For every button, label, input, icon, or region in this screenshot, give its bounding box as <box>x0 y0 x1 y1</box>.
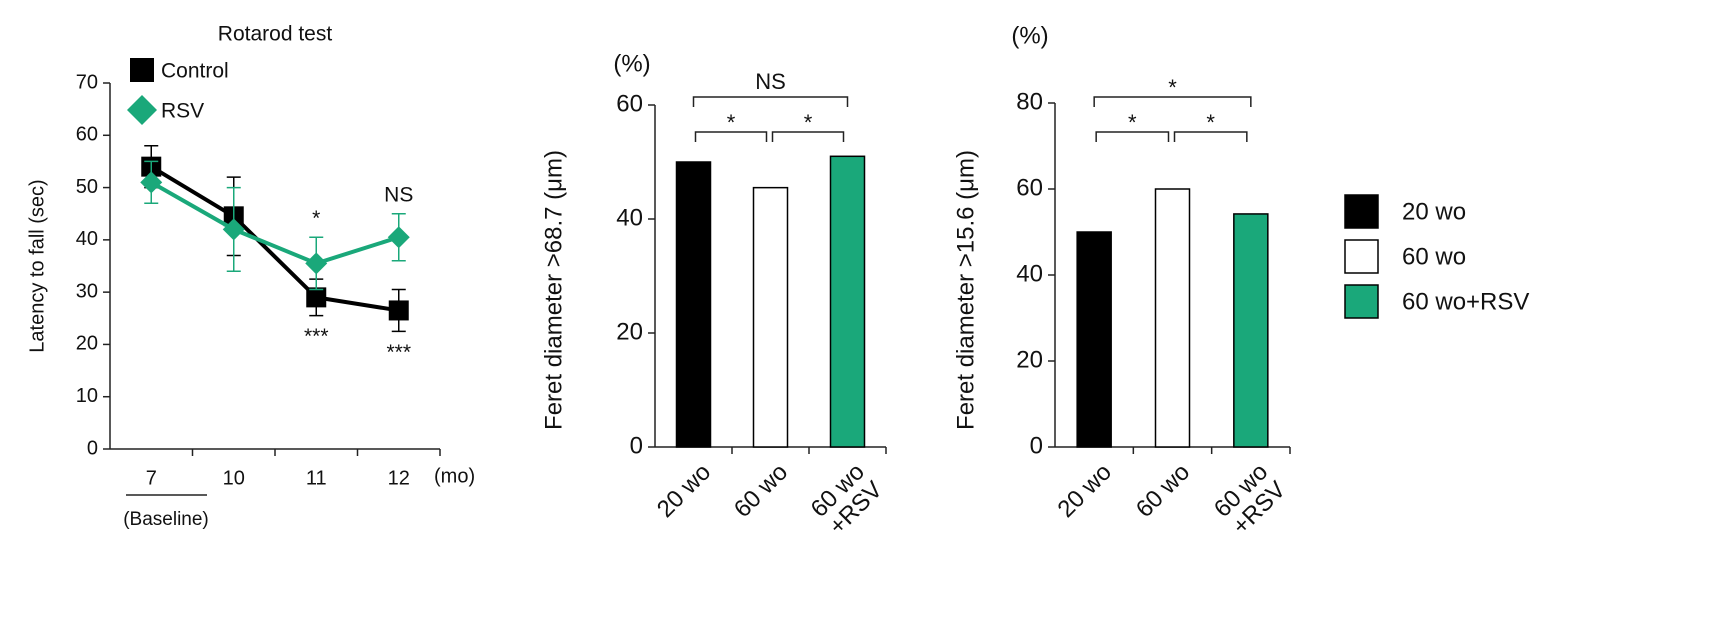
significance-label: * <box>727 110 736 135</box>
legend-swatch <box>1344 284 1379 319</box>
x-tick-label: 7 <box>146 467 157 489</box>
marker <box>387 226 410 249</box>
x-tick-label: 60 wo+RSV <box>806 459 888 541</box>
significance-bracket <box>692 96 849 107</box>
significance-label: NS <box>755 69 786 94</box>
legend-label: 60 wo <box>1402 243 1466 270</box>
significance-bracket <box>1093 96 1252 107</box>
legend-label: 60 wo+RSV <box>1402 288 1529 315</box>
x-tick-label: 12 <box>388 467 410 489</box>
marker <box>305 252 328 275</box>
series-line <box>150 180 400 266</box>
y-tick-label: 80 <box>1016 88 1043 115</box>
y-tick-label: 40 <box>616 204 643 231</box>
y-tick-label: 0 <box>87 437 98 459</box>
legend-marker <box>127 95 157 125</box>
significance-bracket <box>771 131 845 142</box>
significance-label: * <box>1206 110 1215 135</box>
y-tick-label: 10 <box>76 385 98 407</box>
bar <box>1233 213 1269 448</box>
x-note: (Baseline) <box>123 509 209 530</box>
y-axis-label: Feret diameter >68.7 (μm) <box>540 150 567 430</box>
x-tick-label: 60 wo <box>1131 459 1195 523</box>
y-tick-label: 0 <box>1030 432 1043 459</box>
x-tick-label: 60 wo <box>729 459 793 523</box>
marker <box>222 218 245 241</box>
marker <box>388 300 409 321</box>
significance-label: NS <box>384 183 413 206</box>
x-tick-label: 11 <box>306 467 327 489</box>
x-tick-label: 20 wo <box>652 459 716 523</box>
legend-swatch <box>1344 239 1379 274</box>
legend-label: Control <box>161 60 229 83</box>
y-tick-label: 0 <box>630 432 643 459</box>
legend-swatch <box>1344 194 1379 229</box>
legend-label: RSV <box>161 100 204 123</box>
chart-title: Rotarod test <box>218 23 333 46</box>
y-tick-label: 20 <box>76 333 98 355</box>
x-tick-label: 20 wo <box>1053 459 1117 523</box>
marker <box>306 287 327 308</box>
significance-label: *** <box>386 341 411 364</box>
y-axis-label: Feret diameter >15.6 (μm) <box>952 150 979 430</box>
significance-label: *** <box>304 325 329 348</box>
bar <box>752 186 789 448</box>
x-tick-label: 10 <box>223 467 245 489</box>
bar <box>675 161 712 448</box>
significance-label: * <box>804 110 813 135</box>
y-tick-label: 30 <box>76 280 98 302</box>
y-tick-label: 70 <box>76 71 98 93</box>
x-unit: (mo) <box>434 465 475 487</box>
series-line <box>150 164 400 313</box>
significance-bracket <box>694 131 768 142</box>
y-tick-label: 40 <box>1016 260 1043 287</box>
y-tick-label: 50 <box>76 176 98 198</box>
bar <box>1154 188 1191 448</box>
y-unit: (%) <box>613 50 650 77</box>
significance-label: * <box>312 207 320 230</box>
y-unit: (%) <box>1011 22 1048 49</box>
marker <box>140 171 163 194</box>
x-tick-label: 60 wo+RSV <box>1209 459 1291 541</box>
legend-label: 20 wo <box>1402 198 1466 225</box>
y-tick-label: 60 <box>1016 174 1043 201</box>
y-axis-label: Latency to fall (sec) <box>26 179 48 352</box>
bar <box>1076 231 1112 448</box>
y-tick-label: 20 <box>1016 346 1043 373</box>
significance-bracket <box>1173 131 1248 142</box>
significance-label: * <box>1168 75 1177 100</box>
y-tick-label: 60 <box>76 124 98 146</box>
y-tick-label: 20 <box>616 318 643 345</box>
y-tick-label: 60 <box>616 90 643 117</box>
significance-label: * <box>1128 110 1137 135</box>
legend-marker <box>130 58 154 82</box>
y-tick-label: 40 <box>76 228 98 250</box>
significance-bracket <box>1095 131 1170 142</box>
bar <box>829 155 866 448</box>
